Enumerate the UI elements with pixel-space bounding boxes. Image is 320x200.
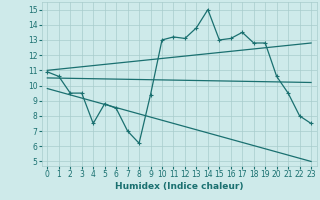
X-axis label: Humidex (Indice chaleur): Humidex (Indice chaleur) [115, 182, 244, 191]
